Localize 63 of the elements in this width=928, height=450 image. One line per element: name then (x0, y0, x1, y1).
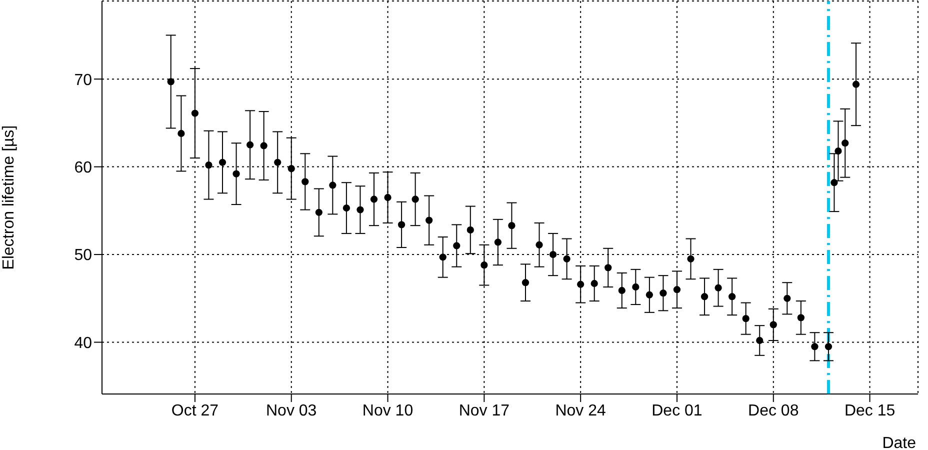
point (329, 182, 336, 189)
point (494, 238, 502, 246)
point (205, 161, 212, 169)
point (288, 164, 295, 172)
point (480, 261, 488, 269)
point (522, 279, 530, 286)
point (770, 321, 777, 328)
point (412, 196, 419, 203)
x-axis-title: Date (882, 435, 916, 450)
x-tick-label: Dec 01 (652, 402, 702, 420)
y-axis-title: Electron lifetime [µs] (0, 125, 18, 270)
point (742, 314, 750, 322)
x-tick-label: Dec 15 (844, 402, 896, 420)
point (260, 142, 268, 150)
x-tick-label: Nov 24 (555, 402, 606, 420)
point (714, 284, 722, 292)
point (660, 290, 667, 297)
x-tick-label: Nov 17 (458, 402, 510, 420)
point (302, 178, 309, 186)
point (398, 221, 406, 228)
point (246, 141, 254, 148)
y-tick-label: 50 (74, 247, 92, 264)
y-tick-label: 70 (74, 72, 92, 89)
point (577, 280, 584, 288)
x-tick-label: Oct 27 (171, 402, 219, 420)
point (232, 170, 240, 178)
point (218, 158, 226, 166)
point (784, 294, 791, 302)
point (673, 286, 681, 294)
point (646, 291, 654, 298)
point (852, 80, 860, 88)
point (439, 254, 446, 261)
point (508, 222, 516, 230)
point (824, 343, 832, 350)
x-tick-label: Dec 08 (748, 402, 799, 420)
point (797, 314, 805, 322)
y-tick-label: 60 (74, 159, 92, 176)
point (632, 283, 640, 291)
point (700, 293, 708, 300)
point (274, 158, 282, 166)
point (563, 255, 570, 262)
y-tick-label: 40 (74, 334, 92, 352)
point (453, 242, 460, 250)
x-tick-label: Nov 10 (362, 402, 414, 420)
point (466, 226, 474, 234)
point (618, 286, 626, 294)
point (811, 343, 818, 350)
point (728, 293, 736, 300)
point (604, 264, 612, 272)
point (590, 280, 598, 288)
point (756, 336, 764, 344)
point (536, 241, 543, 248)
point (191, 110, 199, 117)
point (342, 204, 350, 212)
point (370, 196, 378, 203)
point (356, 206, 364, 214)
point (549, 250, 557, 258)
point (384, 194, 392, 202)
x-tick-label: Nov 03 (266, 402, 317, 420)
point (426, 216, 433, 224)
point (687, 255, 694, 262)
point (178, 130, 185, 138)
point (315, 208, 322, 216)
